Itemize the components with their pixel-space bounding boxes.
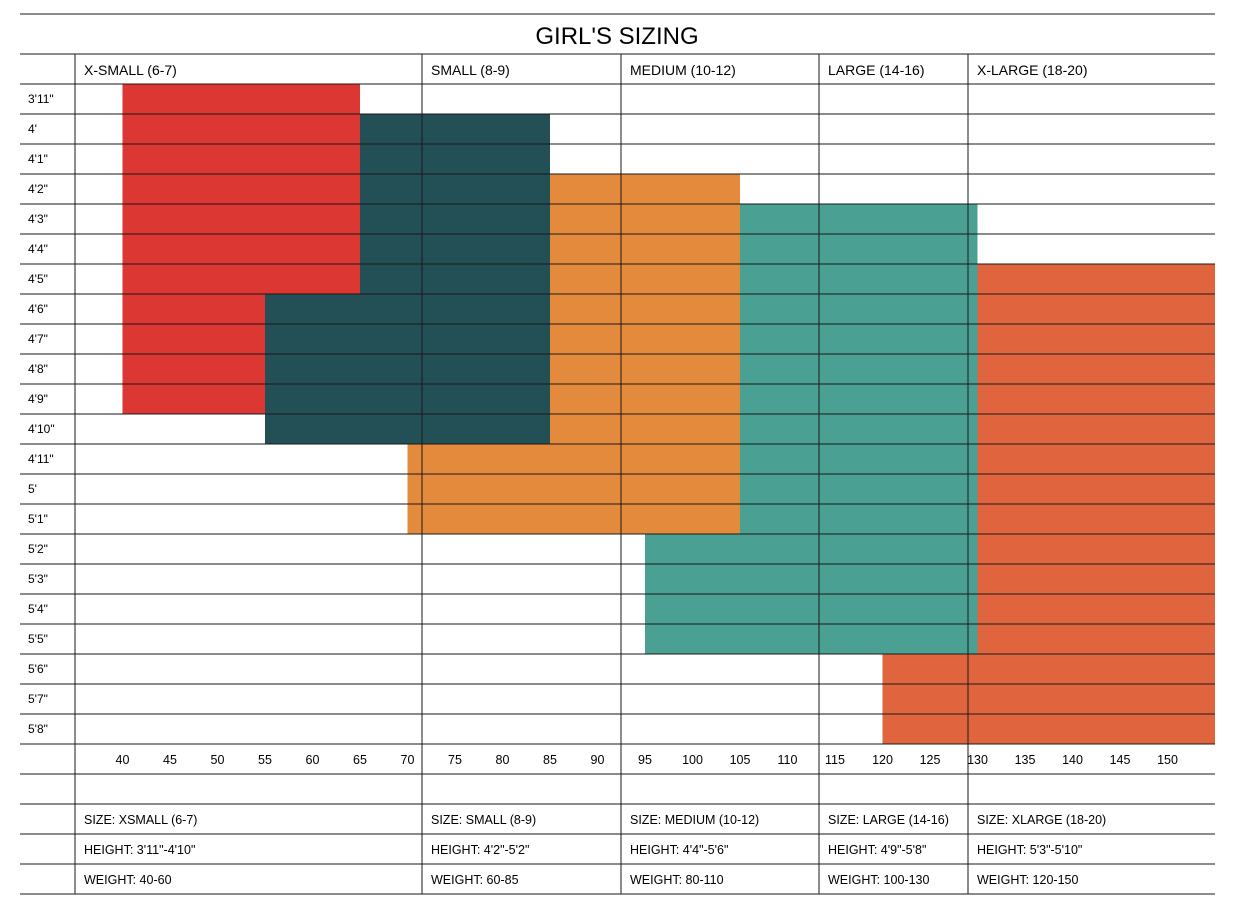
height-label: 4'11" [28,452,54,466]
size-info-cell: HEIGHT: 4'9"-5'8" [828,843,926,857]
height-label: 5'1" [28,512,48,526]
height-label: 4'3" [28,212,48,226]
weight-tick-label: 55 [258,753,272,767]
weight-tick-label: 95 [638,753,652,767]
chart-labels: X-SMALL (6-7) SMALL (8-9) MEDIUM (10-12) LA… [28,62,1178,887]
height-label: 5'2" [28,542,48,556]
size-info-cell: WEIGHT: 80-110 [630,873,724,887]
weight-tick-label: 45 [163,753,177,767]
size-info-cell: HEIGHT: 4'2"-5'2" [431,843,529,857]
height-label: 4'2" [28,182,48,196]
weight-tick-label: 145 [1110,753,1131,767]
size-header-large-14-16: LARGE (14-16) [828,62,924,78]
height-label: 4'9" [28,392,48,406]
weight-tick-label: 150 [1157,753,1178,767]
weight-tick-label: 105 [730,753,751,767]
weight-tick-label: 60 [306,753,320,767]
region-x-large-18-20-2 [882,654,978,744]
height-label: 5'6" [28,662,48,676]
weight-tick-label: 135 [1015,753,1036,767]
height-label: 4'6" [28,302,48,316]
height-label: 5'4" [28,602,48,616]
size-info-cell: HEIGHT: 4'4"-5'6" [630,843,728,857]
weight-tick-label: 50 [211,753,225,767]
weight-tick-label: 110 [778,753,798,767]
height-label: 4'8" [28,362,48,376]
size-info-cell: SIZE: XSMALL (6-7) [84,813,197,827]
size-info-cell: SIZE: MEDIUM (10-12) [630,813,759,827]
weight-tick-label: 120 [872,753,893,767]
size-header-x-large-18-20: X-LARGE (18-20) [977,62,1087,78]
weight-tick-label: 140 [1062,753,1083,767]
size-header-medium-10-12: MEDIUM (10-12) [630,62,736,78]
size-header-x-small-6-7: X-SMALL (6-7) [84,62,177,78]
weight-tick-label: 90 [591,753,605,767]
height-label: 4'1" [28,152,48,166]
size-info-cell: WEIGHT: 120-150 [977,873,1078,887]
size-info-cell: SIZE: XLARGE (18-20) [977,813,1106,827]
height-label: 5'3" [28,572,48,586]
weight-tick-label: 130 [967,753,988,767]
weight-tick-label: 70 [401,753,415,767]
size-info-cell: SIZE: SMALL (8-9) [431,813,536,827]
height-label: 5' [28,482,37,496]
weight-tick-label: 80 [496,753,510,767]
size-info-cell: WEIGHT: 60-85 [431,873,519,887]
weight-tick-label: 125 [920,753,941,767]
chart-title: GIRL'S SIZING [535,23,698,50]
weight-tick-label: 115 [825,753,845,767]
height-label: 5'7" [28,692,48,706]
region-medium-10-12-2 [407,444,740,534]
size-info-cell: HEIGHT: 5'3"-5'10" [977,843,1082,857]
height-label: 4'4" [28,242,48,256]
grid-lines [20,13,1215,895]
height-label: 4'7" [28,332,48,346]
height-label: 3'11" [28,92,54,106]
height-label: 4'5" [28,272,48,286]
weight-tick-label: 100 [682,753,703,767]
region-small-8-9-2 [265,294,550,444]
height-label: 5'5" [28,632,48,646]
height-label: 4'10" [28,422,55,436]
weight-tick-label: 75 [448,753,462,767]
region-x-small-6-7-1 [122,84,360,294]
weight-tick-label: 40 [116,753,130,767]
weight-tick-label: 85 [543,753,557,767]
size-header-small-8-9: SMALL (8-9) [431,62,510,78]
height-label: 4' [28,122,37,136]
size-info-cell: WEIGHT: 100-130 [828,873,929,887]
weight-tick-label: 65 [353,753,367,767]
size-info-cell: WEIGHT: 40-60 [84,873,172,887]
size-info-cell: SIZE: LARGE (14-16) [828,813,949,827]
size-info-cell: HEIGHT: 3'11"-4'10" [84,843,195,857]
region-medium-10-12-1 [550,174,740,444]
region-large-14-16-1 [740,204,978,534]
height-label: 5'8" [28,722,48,736]
